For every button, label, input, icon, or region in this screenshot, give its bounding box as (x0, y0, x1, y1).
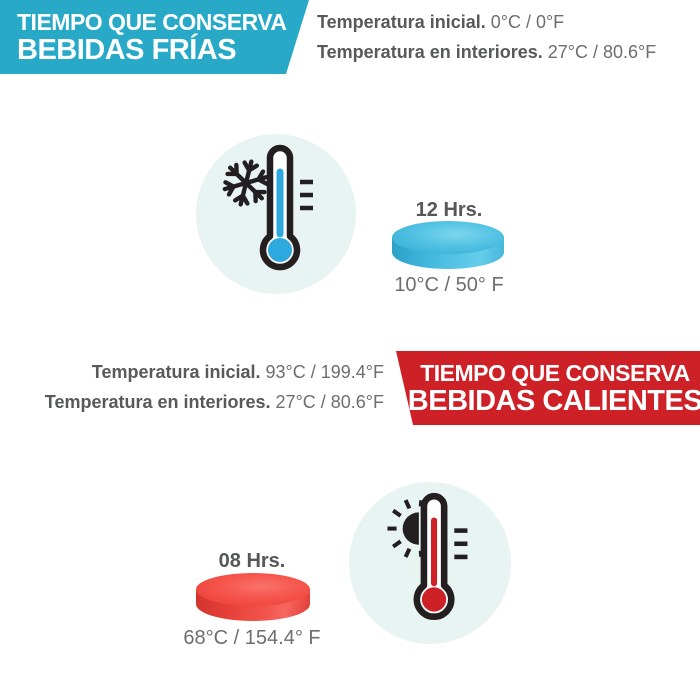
thermometer-ticks (300, 179, 313, 211)
banner-cold-drinks: TIEMPO QUE CONSERVA BEBIDAS FRÍAS (0, 0, 309, 74)
hot-duration-label: 08 Hrs. (218, 550, 286, 572)
hot-disc-top (196, 573, 310, 606)
hot-initial-temp-row: Temperatura inicial. 93°C / 199.4°F (0, 357, 384, 387)
cold-disc-top (392, 221, 504, 254)
banner-hot-line2: BEBIDAS CALIENTES (407, 385, 700, 417)
banner-cold-line1: TIEMPO QUE CONSERVA (17, 9, 287, 35)
thermometer-cold-icon (259, 144, 301, 271)
thermometer-hot-icon (413, 492, 455, 620)
hot-conditions: Temperatura inicial. 93°C / 199.4°F Tempe… (0, 357, 384, 417)
hot-duration-disc (196, 573, 310, 621)
thermometer-ticks (454, 528, 468, 560)
cold-initial-temp-value: 0°C / 0°F (490, 12, 565, 32)
hot-indoor-temp-value: 27°C / 80.6°F (275, 392, 384, 412)
snowflake-thermometer-icon (222, 144, 313, 271)
cold-duration-label: 12 Hrs. (415, 199, 483, 221)
cold-indoor-temp-label: Temperatura en interiores. (317, 42, 543, 62)
cold-conditions: Temperatura inicial. 0°C / 0°F Temperatur… (317, 7, 656, 67)
hot-icon-circle (349, 482, 511, 644)
banner-hot-drinks: TIEMPO QUE CONSERVA BEBIDAS CALIENTES (396, 351, 700, 425)
cold-indoor-temp-row: Temperatura en interiores. 27°C / 80.6°F (317, 37, 656, 67)
hot-initial-temp-value: 93°C / 199.4°F (265, 362, 384, 382)
banner-hot-line1: TIEMPO QUE CONSERVA (420, 360, 690, 386)
hot-indoor-temp-row: Temperatura en interiores. 27°C / 80.6°F (0, 387, 384, 417)
cold-initial-temp-row: Temperatura inicial. 0°C / 0°F (317, 7, 656, 37)
sun-thermometer-icon (387, 492, 468, 620)
cold-icon-circle (196, 134, 356, 294)
cold-duration-disc (392, 221, 504, 269)
sun-icon (387, 499, 424, 558)
hot-indoor-temp-label: Temperatura en interiores. (44, 392, 271, 412)
hot-initial-temp-label: Temperatura inicial. (91, 362, 261, 382)
cold-kept-temperature: 10°C / 50° F (394, 274, 504, 296)
hot-kept-temperature: 68°C / 154.4° F (183, 627, 321, 649)
cold-indoor-temp-value: 27°C / 80.6°F (547, 42, 657, 62)
cold-initial-temp-label: Temperatura inicial. (317, 12, 486, 32)
banner-cold-line2: BEBIDAS FRÍAS (17, 34, 237, 66)
snowflake-icon (222, 159, 270, 207)
